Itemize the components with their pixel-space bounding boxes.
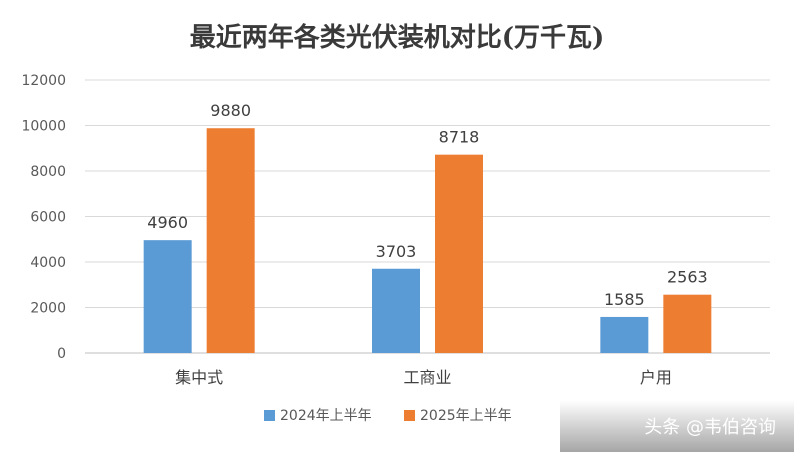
y-tick-label: 0 xyxy=(57,346,66,362)
y-tick-label: 4000 xyxy=(30,255,66,271)
data-label: 4960 xyxy=(147,213,188,232)
legend[interactable]: 2024年上半年 2025年上半年 xyxy=(264,408,512,424)
x-axis-categories: 集中式 工商业 户用 xyxy=(175,368,672,387)
data-labels: 4960 9880 3703 8718 1585 2563 xyxy=(147,101,707,309)
y-tick-label: 12000 xyxy=(21,73,66,89)
y-tick-label: 10000 xyxy=(21,119,66,135)
data-label: 8718 xyxy=(439,128,480,147)
legend-label-2[interactable]: 2025年上半年 xyxy=(420,408,512,424)
y-tick-label: 6000 xyxy=(30,210,66,226)
bar-1-1 xyxy=(143,240,192,353)
chart-title: 最近两年各类光伏装机对比(万千瓦) xyxy=(190,22,605,53)
category-label: 工商业 xyxy=(403,368,451,387)
category-label: 集中式 xyxy=(175,368,223,387)
bar-2-2 xyxy=(435,154,483,353)
bars xyxy=(143,128,712,353)
watermark-text: 头条 @韦伯咨询 xyxy=(644,417,776,438)
category-label: 户用 xyxy=(640,368,672,387)
bar-1-2 xyxy=(372,268,420,353)
data-label: 3703 xyxy=(376,242,417,261)
data-label: 2563 xyxy=(667,268,708,287)
y-tick-label: 8000 xyxy=(30,164,66,180)
legend-swatch-1 xyxy=(264,410,275,421)
watermark-shade xyxy=(560,400,794,452)
gridlines xyxy=(85,79,770,354)
bar-1-3 xyxy=(600,316,649,353)
y-tick-label: 2000 xyxy=(30,301,66,317)
bar-2-1 xyxy=(206,128,255,353)
data-label: 9880 xyxy=(210,101,251,120)
legend-label-1[interactable]: 2024年上半年 xyxy=(280,408,372,424)
bar-2-3 xyxy=(663,294,712,353)
legend-swatch-2 xyxy=(404,410,415,421)
y-axis-ticks: 0 2000 4000 6000 8000 10000 12000 xyxy=(21,73,66,362)
data-label: 1585 xyxy=(604,290,645,309)
